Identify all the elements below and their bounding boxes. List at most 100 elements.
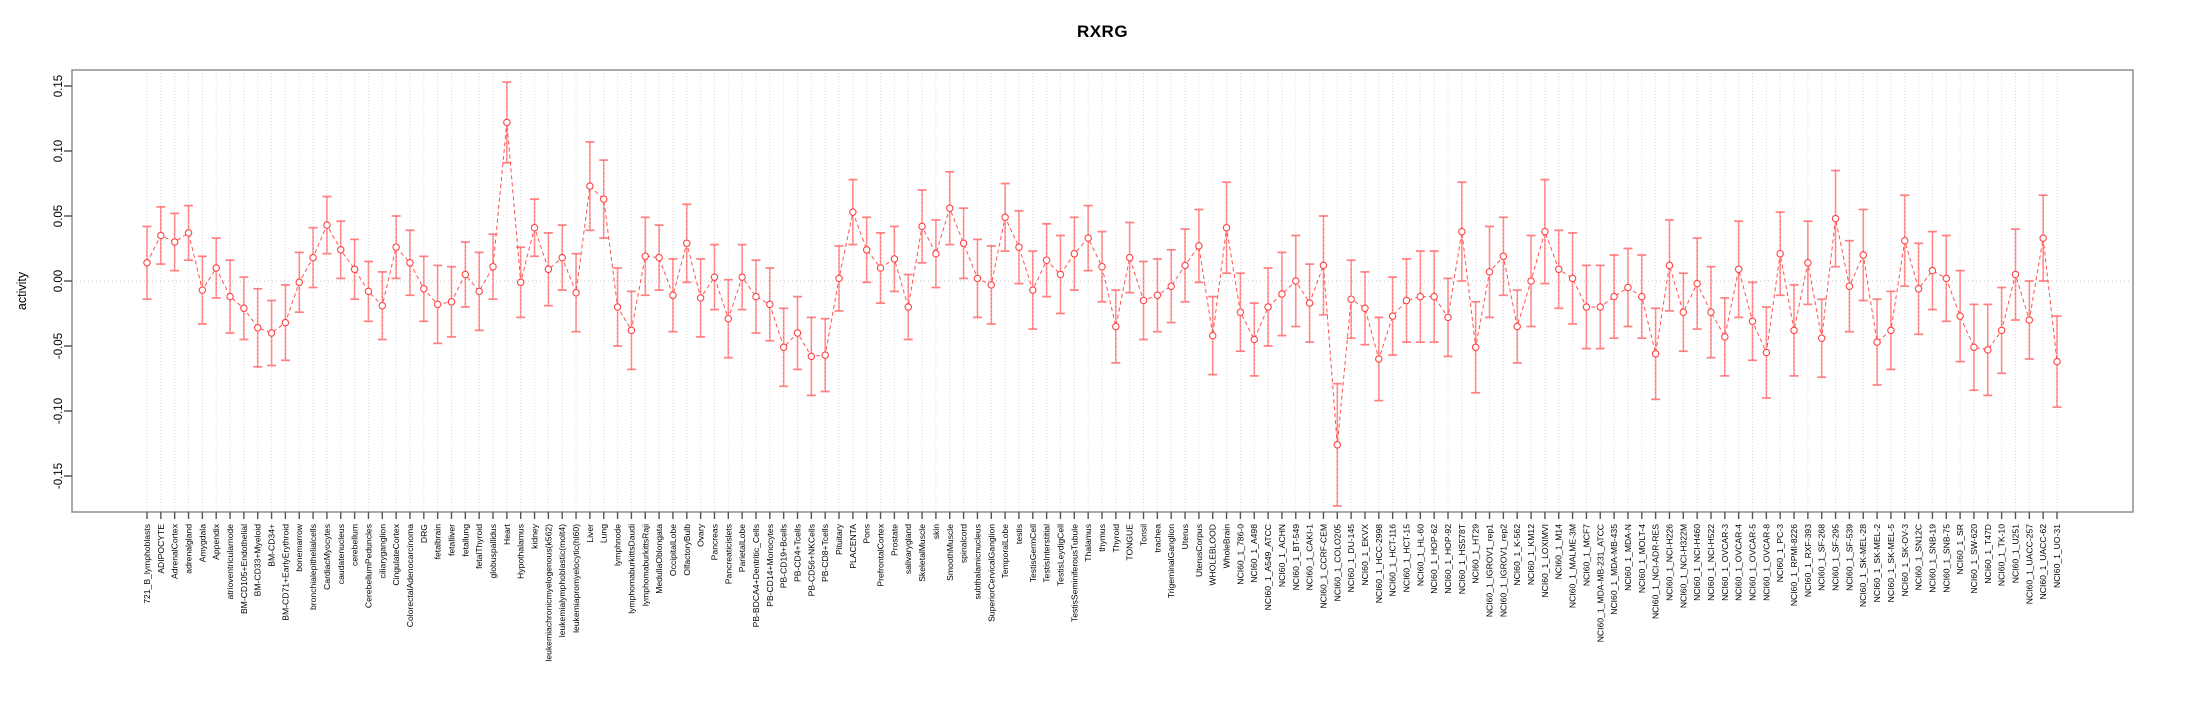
x-tick-label: NCI60_1_HCT-116: [1388, 524, 1398, 597]
x-tick-label: lymphomaburkittsRaji: [640, 524, 650, 606]
x-tick-label: Appendix: [211, 523, 221, 560]
x-tick-label: skin: [931, 524, 941, 540]
data-point: [1319, 261, 1328, 270]
x-tick-label: Pancreaticislets: [723, 524, 733, 584]
x-tick-label: BM-CD71+EarlyErythroid: [280, 524, 290, 621]
x-tick-label: NCI60_1_HOP-62: [1429, 524, 1439, 594]
data-point: [503, 118, 511, 127]
x-tick-label: NCI60_1_NCI-H522: [1706, 524, 1716, 601]
data-point: [1582, 303, 1591, 311]
x-tick-label: NCI60_1_SK-MEL-28: [1858, 524, 1868, 607]
x-tick-label: NCI60_1_SF-539: [1844, 524, 1854, 591]
data-point: [558, 253, 566, 262]
x-tick-label: NCI60_1_RXF-393: [1803, 524, 1813, 597]
x-tick-label: NCI60_1_A498: [1249, 524, 1259, 583]
data-point: [544, 265, 553, 274]
x-tick-label: PB-BDCA4+Dentritic_Cells: [751, 524, 761, 627]
x-tick-label: Amygdala: [197, 524, 207, 562]
data-point: [1610, 292, 1618, 301]
data-point: [2025, 316, 2034, 324]
data-point: [1887, 326, 1895, 335]
x-tick-label: PB-CD8+Tcells: [820, 524, 830, 582]
data-point: [1845, 282, 1854, 290]
x-tick-label: BM-CD34+: [267, 524, 277, 567]
data-point: [641, 252, 650, 261]
data-point: [392, 243, 400, 251]
x-tick-label: fetallung: [460, 524, 470, 557]
data-point: [1042, 256, 1051, 264]
x-tick-label: Ovary: [696, 523, 706, 547]
data-point: [918, 222, 926, 231]
data-point: [1776, 249, 1784, 258]
data-point: [572, 288, 580, 297]
x-tick-label: TestisInterstitial: [1042, 524, 1052, 583]
x-tick-label: ciliaryganglion: [377, 524, 387, 579]
data-point: [1651, 350, 1660, 358]
x-tick-label: NCI60_1_MALME-3M: [1568, 524, 1578, 608]
x-tick-label: TONGUE: [1125, 524, 1135, 561]
x-tick-label: ADIPOCYTE: [156, 524, 166, 574]
x-tick-label: Liver: [585, 524, 595, 543]
x-tick-label: NCI60_1_786-0: [1235, 524, 1245, 585]
x-tick-label: AdrenalCortex: [170, 523, 180, 579]
x-tick-label: Pancreas: [709, 524, 719, 560]
x-tick-label: NCI60_1_DU-145: [1346, 524, 1356, 593]
data-point: [1444, 313, 1452, 322]
x-tick-label: trachea: [1152, 524, 1162, 553]
x-tick-label: NCI60_1_HCT-15: [1401, 524, 1411, 593]
x-tick-label: Pons: [862, 524, 872, 544]
x-tick-label: NCI60_1_NCI-ADR-RES: [1651, 524, 1661, 619]
data-point: [1388, 312, 1397, 320]
data-point: [1956, 312, 1964, 320]
x-tick-label: DRG: [419, 524, 429, 543]
data-point: [1305, 299, 1314, 307]
x-tick-label: TestisSeminiferousTubule: [1069, 524, 1079, 622]
data-point: [1679, 308, 1688, 316]
data-point: [1098, 262, 1106, 271]
data-point: [1665, 261, 1674, 270]
x-tick-label: leukemialymphoblastic(molt4): [557, 524, 567, 637]
x-tick-label: TemporalLobe: [1000, 524, 1010, 579]
x-tick-label: NCI60_1_HL-60: [1415, 524, 1425, 586]
data-point: [1721, 333, 1729, 341]
y-tick-label: 0.15: [53, 75, 65, 97]
data-point: [849, 208, 857, 216]
data-point: [433, 300, 442, 309]
data-point: [835, 274, 843, 283]
x-tick-label: NCI60_1_COLO205: [1332, 524, 1342, 602]
data-point: [212, 264, 220, 272]
x-tick-label: SkeletalMuscle: [917, 524, 927, 582]
x-tick-label: NCI60_1_UACC-257: [2024, 524, 2034, 604]
data-point: [1458, 227, 1466, 236]
x-tick-label: thymus: [1097, 524, 1107, 552]
y-axis-title: activity: [15, 271, 29, 311]
data-point: [1375, 355, 1383, 363]
x-tick-label: Heart: [502, 523, 512, 545]
x-tick-label: TestisLeydigCell: [1055, 524, 1065, 586]
x-tick-label: NCI60_1_MCF7: [1581, 524, 1591, 586]
x-tick-label: leukemiachronicmyelogenous(k562): [543, 524, 553, 662]
data-point: [1347, 295, 1355, 303]
data-point: [1056, 270, 1065, 279]
data-point: [1596, 303, 1605, 311]
x-tick-label: NCI60_1_NCI-H322M: [1678, 524, 1688, 608]
data-point: [267, 329, 276, 337]
x-tick-label: BM-CD33+Myeloid: [253, 524, 263, 597]
x-tick-label: OccipitalLobe: [668, 524, 678, 576]
data-point: [613, 303, 622, 311]
data-point: [1707, 308, 1715, 316]
x-tick-label: NCI60_1_SF-295: [1831, 524, 1841, 591]
data-point: [779, 343, 788, 352]
data-point: [184, 229, 193, 237]
x-tick-label: UterusCorpus: [1194, 524, 1204, 577]
x-tick-label: NCI60_1_CAKI-1: [1305, 524, 1315, 591]
data-point: [807, 352, 816, 361]
data-point: [655, 253, 663, 262]
data-point: [226, 292, 234, 301]
x-tick-label: fetalliver: [446, 524, 456, 556]
x-tick-label: NCI60_1_ACHN: [1277, 524, 1287, 587]
data-point: [1139, 296, 1148, 305]
x-tick-label: NCI60_1_UO-31: [2052, 524, 2062, 588]
data-point: [683, 239, 691, 248]
